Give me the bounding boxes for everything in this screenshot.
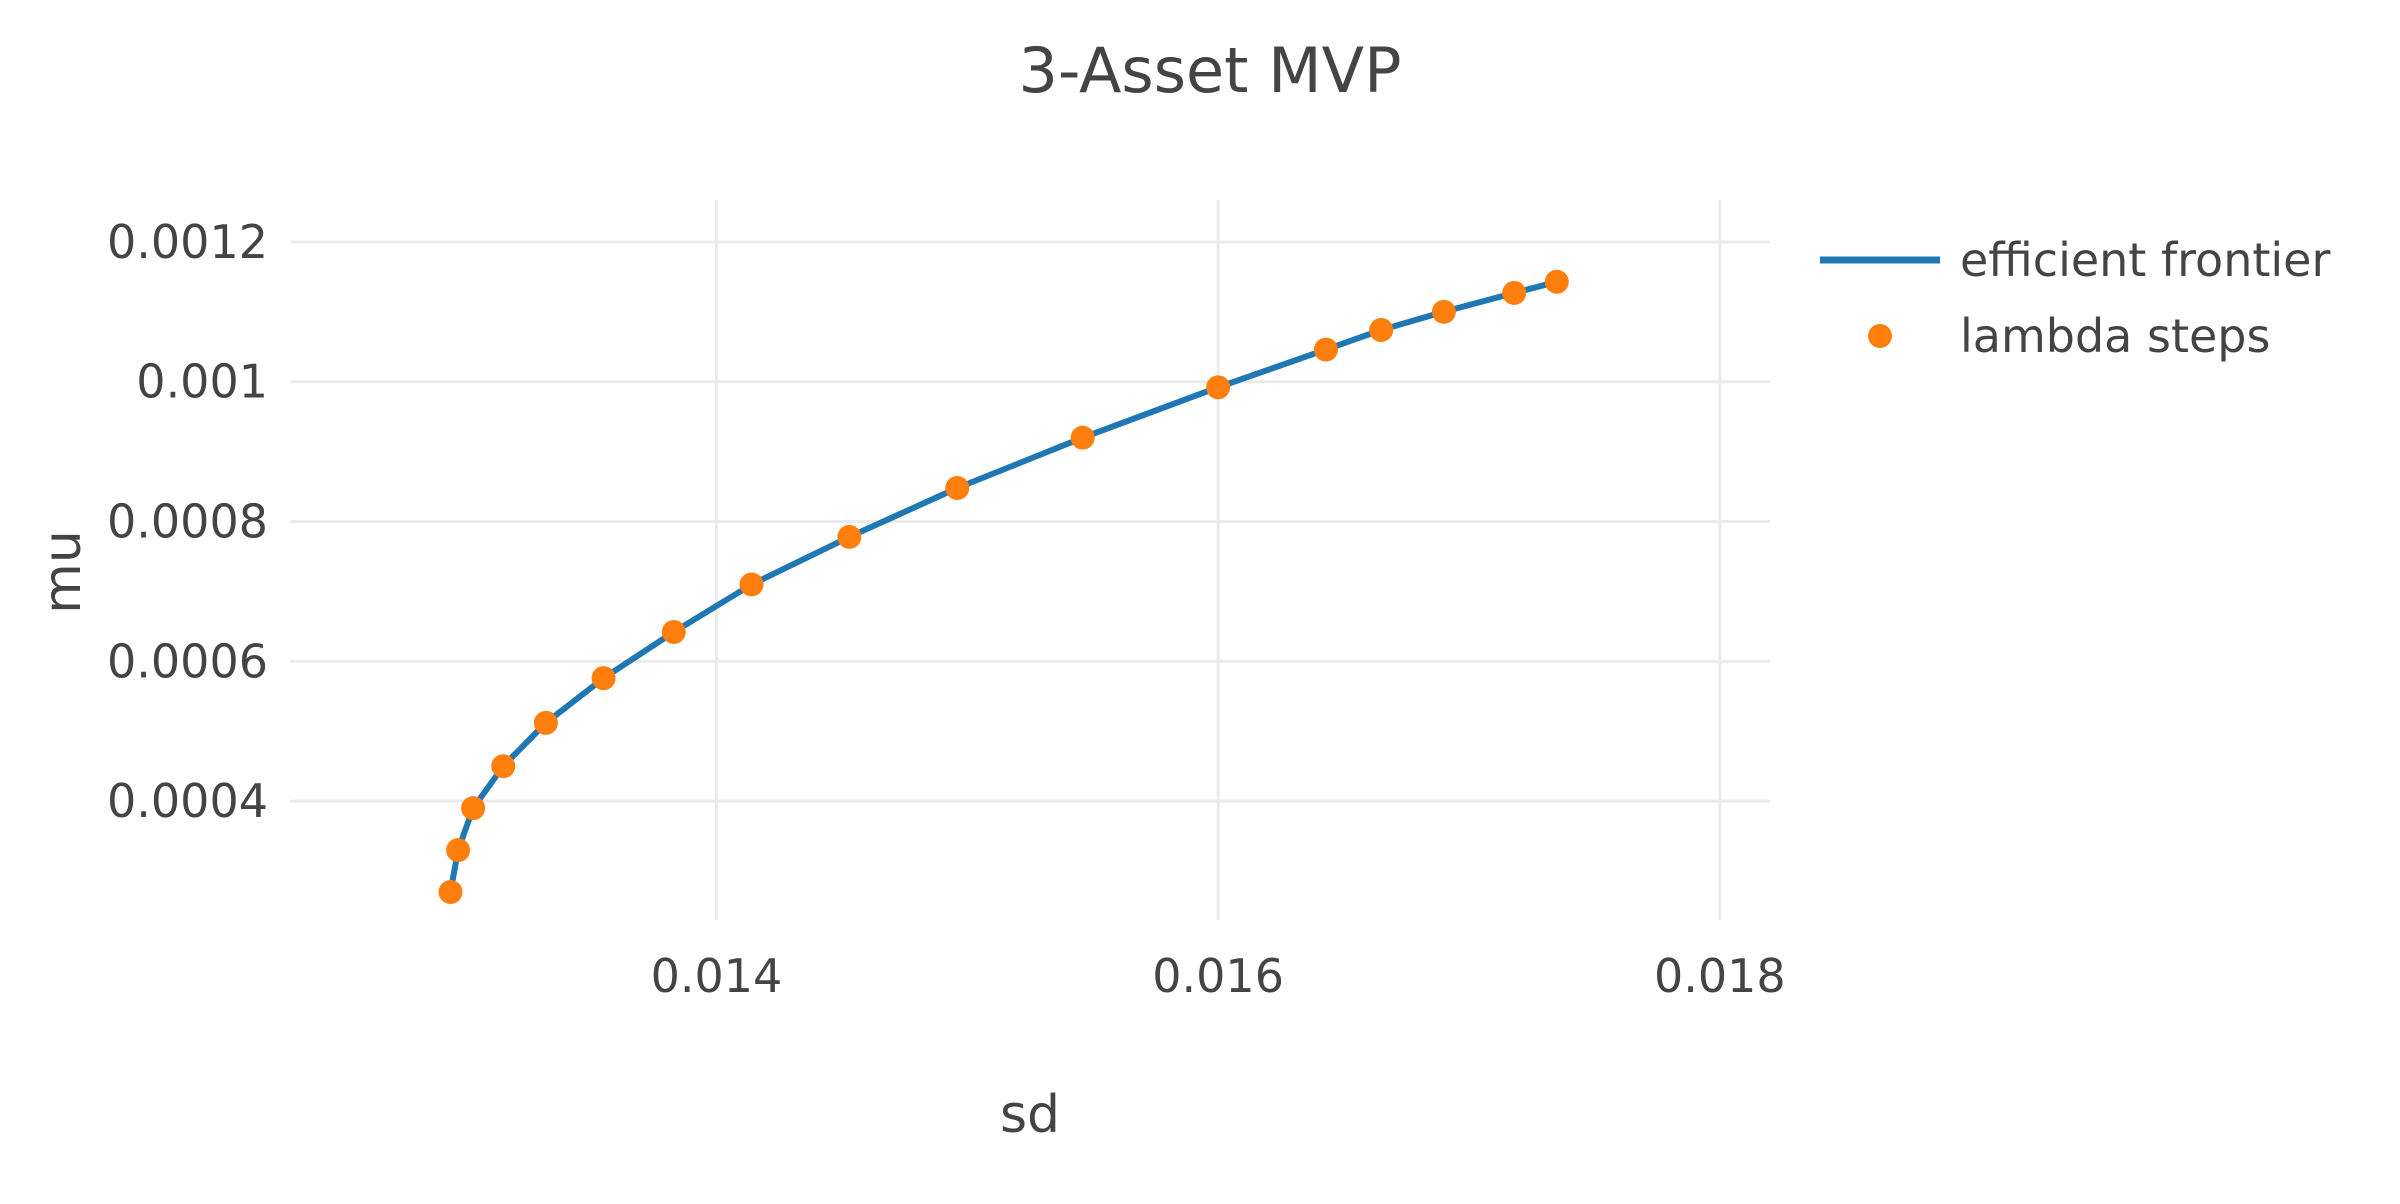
lambda-step-point xyxy=(661,620,686,644)
lambda-step-point xyxy=(1431,299,1456,324)
lambda-step-point xyxy=(591,666,616,691)
lambda-step-point xyxy=(1206,375,1231,400)
lambda-step-point xyxy=(491,754,516,779)
legend-label-efficient-frontier: efficient frontier xyxy=(1960,233,2330,287)
lambda-step-point xyxy=(1502,280,1527,305)
x-axis-label: sd xyxy=(1000,1085,1060,1145)
lambda-step-point xyxy=(1544,269,1569,294)
y-tick-label: 0.0004 xyxy=(107,774,268,828)
y-tick-label: 0.0006 xyxy=(107,634,268,688)
y-tick-label: 0.001 xyxy=(136,355,268,409)
x-tick-label: 0.014 xyxy=(651,949,783,1003)
x-tick-label: 0.018 xyxy=(1654,949,1786,1003)
lambda-step-point xyxy=(438,880,463,905)
marker-layer xyxy=(438,269,1569,905)
x-tick-label: 0.016 xyxy=(1152,949,1284,1003)
lambda-step-point xyxy=(1070,425,1095,450)
chart-title: 3-Asset MVP xyxy=(1019,34,1402,107)
lambda-step-point xyxy=(446,838,471,863)
y-tick-label: 0.0012 xyxy=(107,215,268,269)
lambda-step-point xyxy=(533,710,558,735)
y-tick-label: 0.0008 xyxy=(107,495,268,549)
grid-layer xyxy=(290,200,1770,920)
legend: efficient frontier lambda steps xyxy=(1820,233,2330,363)
y-axis-label: mu xyxy=(33,530,93,614)
lambda-step-point xyxy=(739,572,764,597)
legend-marker-swatch xyxy=(1868,324,1892,348)
lambda-step-point xyxy=(837,524,862,549)
lambda-step-point xyxy=(1314,337,1338,362)
lambda-step-point xyxy=(1369,318,1394,343)
lambda-step-point xyxy=(461,796,486,821)
tick-layer: 0.014 0.016 0.018 0.0004 0.0006 0.0008 0.001 0.… xyxy=(107,215,1786,1003)
legend-label-lambda-steps: lambda steps xyxy=(1960,309,2270,363)
lambda-step-point xyxy=(945,476,970,500)
